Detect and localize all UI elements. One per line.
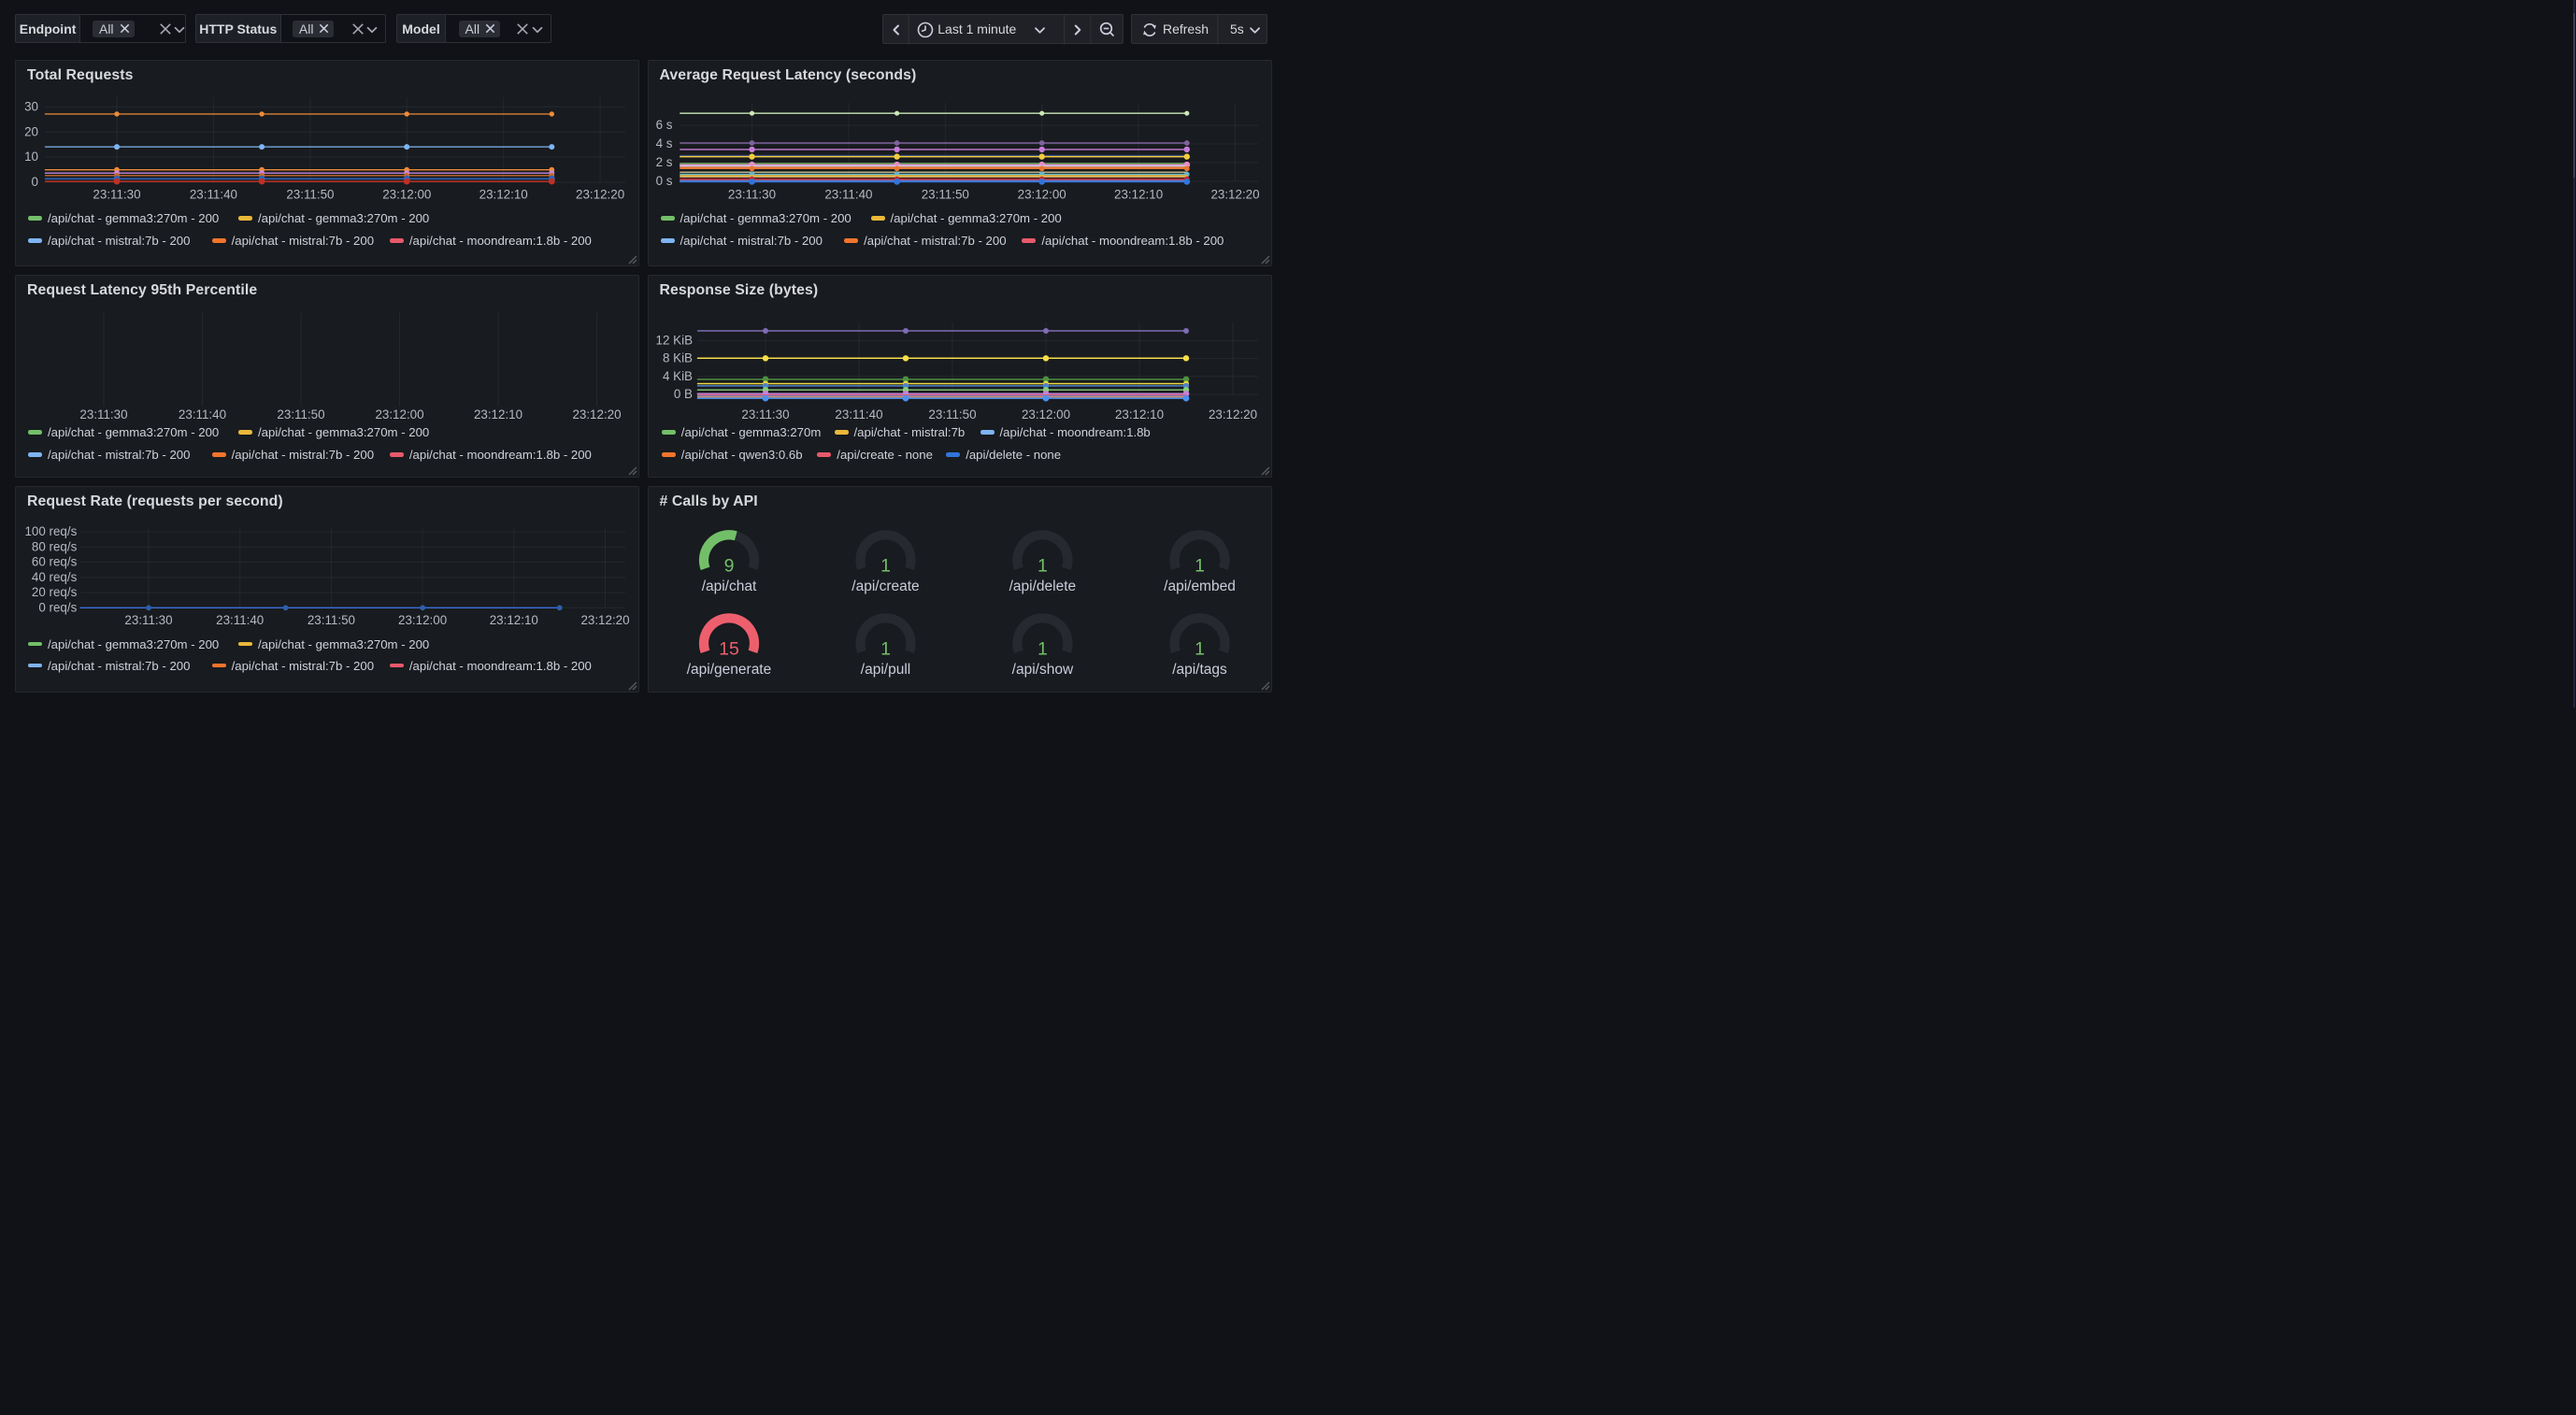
svg-text:9: 9 (723, 555, 734, 576)
svg-text:23:12:10: 23:12:10 (474, 407, 522, 422)
svg-text:23:11:50: 23:11:50 (928, 407, 976, 422)
svg-text:100 req/s: 100 req/s (24, 524, 77, 538)
svg-text:1: 1 (880, 638, 891, 659)
svg-text:23:11:50: 23:11:50 (277, 407, 324, 422)
svg-text:23:12:00: 23:12:00 (1021, 407, 1069, 422)
svg-text:/api/chat: /api/chat (701, 579, 756, 594)
svg-text:23:11:30: 23:11:30 (741, 407, 789, 422)
svg-text:23:11:40: 23:11:40 (824, 188, 872, 202)
svg-text:10: 10 (24, 150, 38, 164)
svg-text:23:12:20: 23:12:20 (1208, 407, 1256, 422)
svg-text:20 req/s: 20 req/s (32, 585, 78, 599)
svg-text:1: 1 (1037, 638, 1047, 659)
svg-text:23:11:40: 23:11:40 (835, 407, 882, 422)
svg-text:2 s: 2 s (655, 155, 672, 169)
svg-text:12 KiB: 12 KiB (655, 333, 693, 347)
svg-text:23:12:00: 23:12:00 (398, 613, 447, 627)
svg-text:23:12:10: 23:12:10 (479, 188, 528, 202)
svg-text:23:12:10: 23:12:10 (490, 613, 538, 627)
svg-text:/api/create: /api/create (852, 579, 919, 594)
svg-text:0 req/s: 0 req/s (38, 600, 77, 614)
svg-text:1: 1 (1195, 555, 1205, 576)
svg-text:23:11:30: 23:11:30 (93, 188, 140, 202)
svg-text:6 s: 6 s (655, 118, 672, 132)
svg-text:23:11:40: 23:11:40 (216, 613, 264, 627)
svg-text:40 req/s: 40 req/s (32, 570, 78, 584)
svg-text:23:11:30: 23:11:30 (727, 188, 775, 202)
svg-text:80 req/s: 80 req/s (32, 539, 78, 553)
svg-text:23:12:20: 23:12:20 (1210, 188, 1259, 202)
svg-text:23:11:50: 23:11:50 (286, 188, 334, 202)
svg-text:1: 1 (1195, 638, 1205, 659)
svg-text:23:11:40: 23:11:40 (190, 188, 237, 202)
svg-text:23:12:10: 23:12:10 (1114, 188, 1163, 202)
svg-text:0 B: 0 B (673, 387, 692, 401)
svg-text:0: 0 (32, 175, 38, 189)
svg-text:1: 1 (1037, 555, 1047, 576)
svg-text:23:11:50: 23:11:50 (308, 613, 355, 627)
svg-text:23:11:40: 23:11:40 (179, 407, 226, 422)
svg-text:/api/delete: /api/delete (1009, 579, 1076, 594)
svg-text:/api/pull: /api/pull (860, 662, 909, 678)
svg-text:0 s: 0 s (655, 174, 672, 188)
svg-text:23:11:30: 23:11:30 (79, 407, 127, 422)
svg-text:23:11:30: 23:11:30 (124, 613, 172, 627)
svg-text:4 KiB: 4 KiB (662, 369, 692, 383)
svg-text:/api/tags: /api/tags (1172, 662, 1227, 678)
svg-text:23:12:00: 23:12:00 (375, 407, 423, 422)
svg-text:/api/embed: /api/embed (1164, 579, 1236, 594)
svg-text:23:12:00: 23:12:00 (1017, 188, 1066, 202)
svg-text:4 s: 4 s (655, 136, 672, 150)
svg-text:/api/generate: /api/generate (686, 662, 771, 678)
svg-text:60 req/s: 60 req/s (32, 555, 78, 569)
svg-text:23:12:20: 23:12:20 (576, 188, 624, 202)
svg-text:23:11:50: 23:11:50 (921, 188, 968, 202)
svg-text:23:12:10: 23:12:10 (1114, 407, 1163, 422)
svg-text:8 KiB: 8 KiB (662, 351, 692, 365)
svg-text:23:12:20: 23:12:20 (572, 407, 621, 422)
svg-text:23:12:20: 23:12:20 (580, 613, 629, 627)
svg-text:15: 15 (719, 638, 739, 659)
svg-text:/api/show: /api/show (1011, 662, 1073, 678)
svg-text:23:12:00: 23:12:00 (382, 188, 431, 202)
svg-text:1: 1 (880, 555, 891, 576)
svg-text:30: 30 (24, 99, 38, 113)
svg-text:20: 20 (24, 124, 38, 138)
